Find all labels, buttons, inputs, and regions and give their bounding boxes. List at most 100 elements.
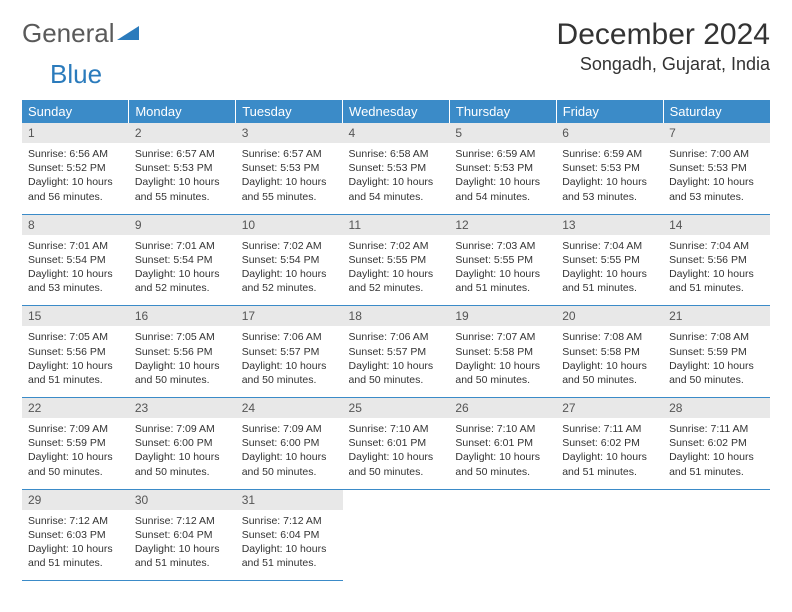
day-body: Sunrise: 7:02 AMSunset: 5:55 PMDaylight:… xyxy=(343,235,450,306)
day-number: 28 xyxy=(663,398,770,418)
day-body: Sunrise: 7:07 AMSunset: 5:58 PMDaylight:… xyxy=(449,326,556,397)
calendar-day-cell xyxy=(663,489,770,581)
day-body: Sunrise: 7:09 AMSunset: 5:59 PMDaylight:… xyxy=(22,418,129,489)
day-body: Sunrise: 7:11 AMSunset: 6:02 PMDaylight:… xyxy=(663,418,770,489)
calendar-day-cell: 12Sunrise: 7:03 AMSunset: 5:55 PMDayligh… xyxy=(449,214,556,306)
day-number: 23 xyxy=(129,398,236,418)
day-number: 16 xyxy=(129,306,236,326)
weekday-header: Friday xyxy=(556,100,663,123)
day-body: Sunrise: 7:02 AMSunset: 5:54 PMDaylight:… xyxy=(236,235,343,306)
logo-word2: Blue xyxy=(50,59,102,89)
calendar-day-cell: 18Sunrise: 7:06 AMSunset: 5:57 PMDayligh… xyxy=(343,306,450,398)
day-body: Sunrise: 7:08 AMSunset: 5:58 PMDaylight:… xyxy=(556,326,663,397)
weekday-header: Tuesday xyxy=(236,100,343,123)
day-number: 2 xyxy=(129,123,236,143)
calendar-day-cell: 10Sunrise: 7:02 AMSunset: 5:54 PMDayligh… xyxy=(236,214,343,306)
logo: General xyxy=(22,18,141,49)
day-body: Sunrise: 7:01 AMSunset: 5:54 PMDaylight:… xyxy=(22,235,129,306)
location: Songadh, Gujarat, India xyxy=(557,54,770,75)
logo-word1: General xyxy=(22,18,115,49)
day-number: 17 xyxy=(236,306,343,326)
day-number: 9 xyxy=(129,215,236,235)
calendar-day-cell: 23Sunrise: 7:09 AMSunset: 6:00 PMDayligh… xyxy=(129,398,236,490)
day-body: Sunrise: 7:08 AMSunset: 5:59 PMDaylight:… xyxy=(663,326,770,397)
calendar-day-cell xyxy=(449,489,556,581)
day-number: 20 xyxy=(556,306,663,326)
day-number: 3 xyxy=(236,123,343,143)
calendar-day-cell: 4Sunrise: 6:58 AMSunset: 5:53 PMDaylight… xyxy=(343,123,450,214)
day-body: Sunrise: 6:57 AMSunset: 5:53 PMDaylight:… xyxy=(236,143,343,214)
day-number: 15 xyxy=(22,306,129,326)
day-number: 1 xyxy=(22,123,129,143)
day-body: Sunrise: 7:09 AMSunset: 6:00 PMDaylight:… xyxy=(236,418,343,489)
day-number: 12 xyxy=(449,215,556,235)
weekday-header: Monday xyxy=(129,100,236,123)
day-number: 25 xyxy=(343,398,450,418)
calendar-day-cell: 5Sunrise: 6:59 AMSunset: 5:53 PMDaylight… xyxy=(449,123,556,214)
month-title: December 2024 xyxy=(557,18,770,52)
calendar-day-cell: 30Sunrise: 7:12 AMSunset: 6:04 PMDayligh… xyxy=(129,489,236,581)
calendar-day-cell: 24Sunrise: 7:09 AMSunset: 6:00 PMDayligh… xyxy=(236,398,343,490)
calendar-week-row: 29Sunrise: 7:12 AMSunset: 6:03 PMDayligh… xyxy=(22,489,770,581)
day-number: 5 xyxy=(449,123,556,143)
calendar-week-row: 15Sunrise: 7:05 AMSunset: 5:56 PMDayligh… xyxy=(22,306,770,398)
day-body: Sunrise: 7:06 AMSunset: 5:57 PMDaylight:… xyxy=(343,326,450,397)
day-body: Sunrise: 7:06 AMSunset: 5:57 PMDaylight:… xyxy=(236,326,343,397)
day-body: Sunrise: 7:03 AMSunset: 5:55 PMDaylight:… xyxy=(449,235,556,306)
calendar-table: SundayMondayTuesdayWednesdayThursdayFrid… xyxy=(22,100,770,581)
calendar-day-cell: 8Sunrise: 7:01 AMSunset: 5:54 PMDaylight… xyxy=(22,214,129,306)
calendar-day-cell xyxy=(343,489,450,581)
calendar-week-row: 8Sunrise: 7:01 AMSunset: 5:54 PMDaylight… xyxy=(22,214,770,306)
calendar-day-cell: 25Sunrise: 7:10 AMSunset: 6:01 PMDayligh… xyxy=(343,398,450,490)
calendar-day-cell: 20Sunrise: 7:08 AMSunset: 5:58 PMDayligh… xyxy=(556,306,663,398)
calendar-day-cell: 13Sunrise: 7:04 AMSunset: 5:55 PMDayligh… xyxy=(556,214,663,306)
day-body: Sunrise: 6:56 AMSunset: 5:52 PMDaylight:… xyxy=(22,143,129,214)
calendar-day-cell: 2Sunrise: 6:57 AMSunset: 5:53 PMDaylight… xyxy=(129,123,236,214)
calendar-head: SundayMondayTuesdayWednesdayThursdayFrid… xyxy=(22,100,770,123)
weekday-header: Sunday xyxy=(22,100,129,123)
day-number: 29 xyxy=(22,490,129,510)
day-number: 8 xyxy=(22,215,129,235)
day-body: Sunrise: 7:12 AMSunset: 6:03 PMDaylight:… xyxy=(22,510,129,581)
calendar-day-cell: 11Sunrise: 7:02 AMSunset: 5:55 PMDayligh… xyxy=(343,214,450,306)
day-body: Sunrise: 7:12 AMSunset: 6:04 PMDaylight:… xyxy=(236,510,343,581)
day-number: 13 xyxy=(556,215,663,235)
day-number: 10 xyxy=(236,215,343,235)
calendar-day-cell: 26Sunrise: 7:10 AMSunset: 6:01 PMDayligh… xyxy=(449,398,556,490)
calendar-day-cell: 17Sunrise: 7:06 AMSunset: 5:57 PMDayligh… xyxy=(236,306,343,398)
day-number: 19 xyxy=(449,306,556,326)
day-body: Sunrise: 7:09 AMSunset: 6:00 PMDaylight:… xyxy=(129,418,236,489)
day-body: Sunrise: 7:05 AMSunset: 5:56 PMDaylight:… xyxy=(22,326,129,397)
calendar-day-cell: 16Sunrise: 7:05 AMSunset: 5:56 PMDayligh… xyxy=(129,306,236,398)
calendar-week-row: 22Sunrise: 7:09 AMSunset: 5:59 PMDayligh… xyxy=(22,398,770,490)
calendar-day-cell: 19Sunrise: 7:07 AMSunset: 5:58 PMDayligh… xyxy=(449,306,556,398)
weekday-header: Thursday xyxy=(449,100,556,123)
day-number: 22 xyxy=(22,398,129,418)
day-body: Sunrise: 7:04 AMSunset: 5:56 PMDaylight:… xyxy=(663,235,770,306)
day-body: Sunrise: 6:58 AMSunset: 5:53 PMDaylight:… xyxy=(343,143,450,214)
weekday-header: Saturday xyxy=(663,100,770,123)
weekday-header: Wednesday xyxy=(343,100,450,123)
day-number: 4 xyxy=(343,123,450,143)
day-body: Sunrise: 7:10 AMSunset: 6:01 PMDaylight:… xyxy=(449,418,556,489)
day-number: 6 xyxy=(556,123,663,143)
calendar-day-cell: 28Sunrise: 7:11 AMSunset: 6:02 PMDayligh… xyxy=(663,398,770,490)
day-number: 18 xyxy=(343,306,450,326)
calendar-day-cell xyxy=(556,489,663,581)
calendar-day-cell: 6Sunrise: 6:59 AMSunset: 5:53 PMDaylight… xyxy=(556,123,663,214)
calendar-day-cell: 7Sunrise: 7:00 AMSunset: 5:53 PMDaylight… xyxy=(663,123,770,214)
calendar-day-cell: 15Sunrise: 7:05 AMSunset: 5:56 PMDayligh… xyxy=(22,306,129,398)
day-body: Sunrise: 7:04 AMSunset: 5:55 PMDaylight:… xyxy=(556,235,663,306)
day-body: Sunrise: 7:00 AMSunset: 5:53 PMDaylight:… xyxy=(663,143,770,214)
calendar-day-cell: 31Sunrise: 7:12 AMSunset: 6:04 PMDayligh… xyxy=(236,489,343,581)
day-body: Sunrise: 7:01 AMSunset: 5:54 PMDaylight:… xyxy=(129,235,236,306)
calendar-body: 1Sunrise: 6:56 AMSunset: 5:52 PMDaylight… xyxy=(22,123,770,581)
day-number: 11 xyxy=(343,215,450,235)
calendar-day-cell: 9Sunrise: 7:01 AMSunset: 5:54 PMDaylight… xyxy=(129,214,236,306)
calendar-week-row: 1Sunrise: 6:56 AMSunset: 5:52 PMDaylight… xyxy=(22,123,770,214)
calendar-day-cell: 29Sunrise: 7:12 AMSunset: 6:03 PMDayligh… xyxy=(22,489,129,581)
calendar-day-cell: 27Sunrise: 7:11 AMSunset: 6:02 PMDayligh… xyxy=(556,398,663,490)
title-block: December 2024 Songadh, Gujarat, India xyxy=(557,18,770,75)
calendar-day-cell: 22Sunrise: 7:09 AMSunset: 5:59 PMDayligh… xyxy=(22,398,129,490)
day-body: Sunrise: 7:10 AMSunset: 6:01 PMDaylight:… xyxy=(343,418,450,489)
